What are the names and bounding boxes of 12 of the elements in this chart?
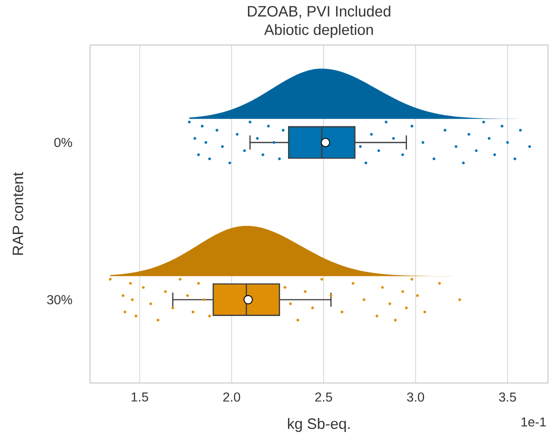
x-tick-label: 2.5 (315, 392, 332, 402)
x-tick-label: 3.5 (499, 392, 516, 402)
y-axis-title: RAP content (12, 172, 24, 255)
chart-subtitle: Abiotic depletion (264, 24, 373, 38)
y-tick-label: 30% (47, 295, 72, 304)
x-tick-label: 2.0 (223, 392, 240, 402)
text: 1e-1 (522, 417, 546, 427)
y-tick-label: 0% (54, 138, 72, 148)
x-tick-label: 3.0 (407, 392, 424, 402)
x-tick-label: 1.5 (132, 392, 148, 402)
chart-title: DZOAB, PVI Included (248, 6, 390, 18)
x-axis-title: kg Sb-eq. (288, 418, 350, 432)
